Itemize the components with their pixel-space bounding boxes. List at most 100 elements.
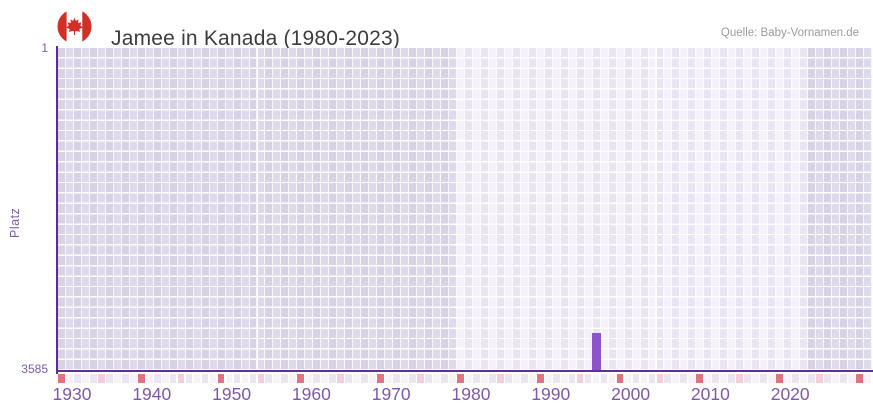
plot-column <box>800 48 809 370</box>
plot-column <box>720 48 729 370</box>
x-tick-cell <box>249 373 257 383</box>
x-tick-cell <box>185 373 193 383</box>
plot-column <box>792 48 801 370</box>
x-tick-cell <box>58 373 65 383</box>
x-tick-cell <box>417 373 424 383</box>
x-tick-cell <box>640 373 648 383</box>
x-tick-label: 1930 <box>52 384 92 404</box>
x-tick-cell <box>377 373 384 383</box>
plot-column <box>273 48 282 370</box>
x-tick-cell <box>552 373 560 383</box>
plot-column <box>488 48 497 370</box>
rank-bar <box>592 332 601 370</box>
x-tick-label: 1990 <box>531 384 571 404</box>
x-tick-cell <box>496 373 504 383</box>
plot-column <box>520 48 529 370</box>
plot-column <box>393 48 402 370</box>
x-tick-cell <box>145 373 153 383</box>
x-tick-cell <box>401 373 408 383</box>
x-tick-cell <box>512 373 520 383</box>
x-tick-cell <box>856 373 863 383</box>
x-axis-line <box>56 370 873 373</box>
plot-column <box>512 48 521 370</box>
x-tick-cell <box>863 373 871 383</box>
x-tick-cell <box>728 373 736 383</box>
plot-column <box>536 48 545 370</box>
x-tick-cell <box>201 373 209 383</box>
plot-column <box>648 48 657 370</box>
x-tick-cell <box>369 373 376 383</box>
plot-column <box>433 48 442 370</box>
x-tick-cell <box>720 373 728 383</box>
x-tick-cell <box>632 373 640 383</box>
plot-column <box>161 48 170 370</box>
x-tick-label: 2000 <box>611 384 651 404</box>
plot-column <box>249 48 258 370</box>
x-tick-cell <box>784 373 791 383</box>
plot-column <box>297 48 306 370</box>
x-tick-cell <box>792 373 799 383</box>
x-tick-cell <box>744 373 752 383</box>
x-tick-cell <box>177 373 185 383</box>
y-axis-line <box>56 46 59 374</box>
x-tick-cell <box>345 373 353 383</box>
x-tick-cell <box>464 373 472 383</box>
x-tick-cell <box>321 373 329 383</box>
x-tick-cell <box>73 373 81 383</box>
x-tick-cell <box>161 373 169 383</box>
plot-column <box>472 48 481 370</box>
x-tick-cell <box>800 373 807 383</box>
x-tick-cell <box>816 373 823 383</box>
x-tick-cell <box>105 373 113 383</box>
plot-column <box>401 48 410 370</box>
plot-column <box>544 48 553 370</box>
page-title: Jamee in Kanada (1980-2023) <box>111 27 401 51</box>
plot-column <box>680 48 689 370</box>
x-tick-label: 1980 <box>451 384 491 404</box>
plot-column <box>856 48 864 370</box>
plot-column <box>257 48 266 370</box>
plot-column <box>584 48 593 370</box>
plot-area <box>58 48 873 370</box>
x-tick-cell <box>81 373 89 383</box>
plot-column <box>736 48 745 370</box>
plot-column <box>113 48 122 370</box>
plot-column <box>385 48 394 370</box>
plot-column <box>776 48 785 370</box>
plot-column <box>201 48 210 370</box>
x-tick-cell <box>329 373 337 383</box>
x-tick-cell <box>297 373 305 383</box>
plot-column <box>704 48 713 370</box>
plot-column <box>457 48 465 370</box>
plot-column <box>97 48 106 370</box>
x-tick-cell <box>656 373 664 383</box>
y-axis-title: Platz <box>8 207 22 238</box>
plot-column <box>225 48 234 370</box>
plot-column <box>417 48 426 370</box>
x-tick-cell <box>688 373 696 383</box>
plot-column <box>696 48 705 370</box>
plot-column <box>345 48 354 370</box>
plot-column <box>632 48 641 370</box>
plot-column <box>784 48 793 370</box>
plot-column <box>560 48 569 370</box>
plot-column <box>241 48 250 370</box>
plot-column <box>281 48 290 370</box>
plot-column <box>321 48 330 370</box>
x-tick-cell <box>313 373 321 383</box>
plot-column <box>480 48 489 370</box>
x-tick-cell <box>121 373 129 383</box>
plot-column <box>193 48 202 370</box>
x-tick-cell <box>592 373 600 383</box>
x-tick-cell <box>528 373 536 383</box>
x-tick-cell <box>193 373 201 383</box>
plot-column <box>688 48 697 370</box>
plot-column <box>265 48 274 370</box>
plot-column <box>816 48 825 370</box>
plot-column <box>752 48 761 370</box>
x-tick-cell <box>560 373 568 383</box>
plot-column <box>504 48 513 370</box>
x-tick-cell <box>752 373 760 383</box>
plot-column <box>89 48 98 370</box>
plot-column <box>105 48 114 370</box>
